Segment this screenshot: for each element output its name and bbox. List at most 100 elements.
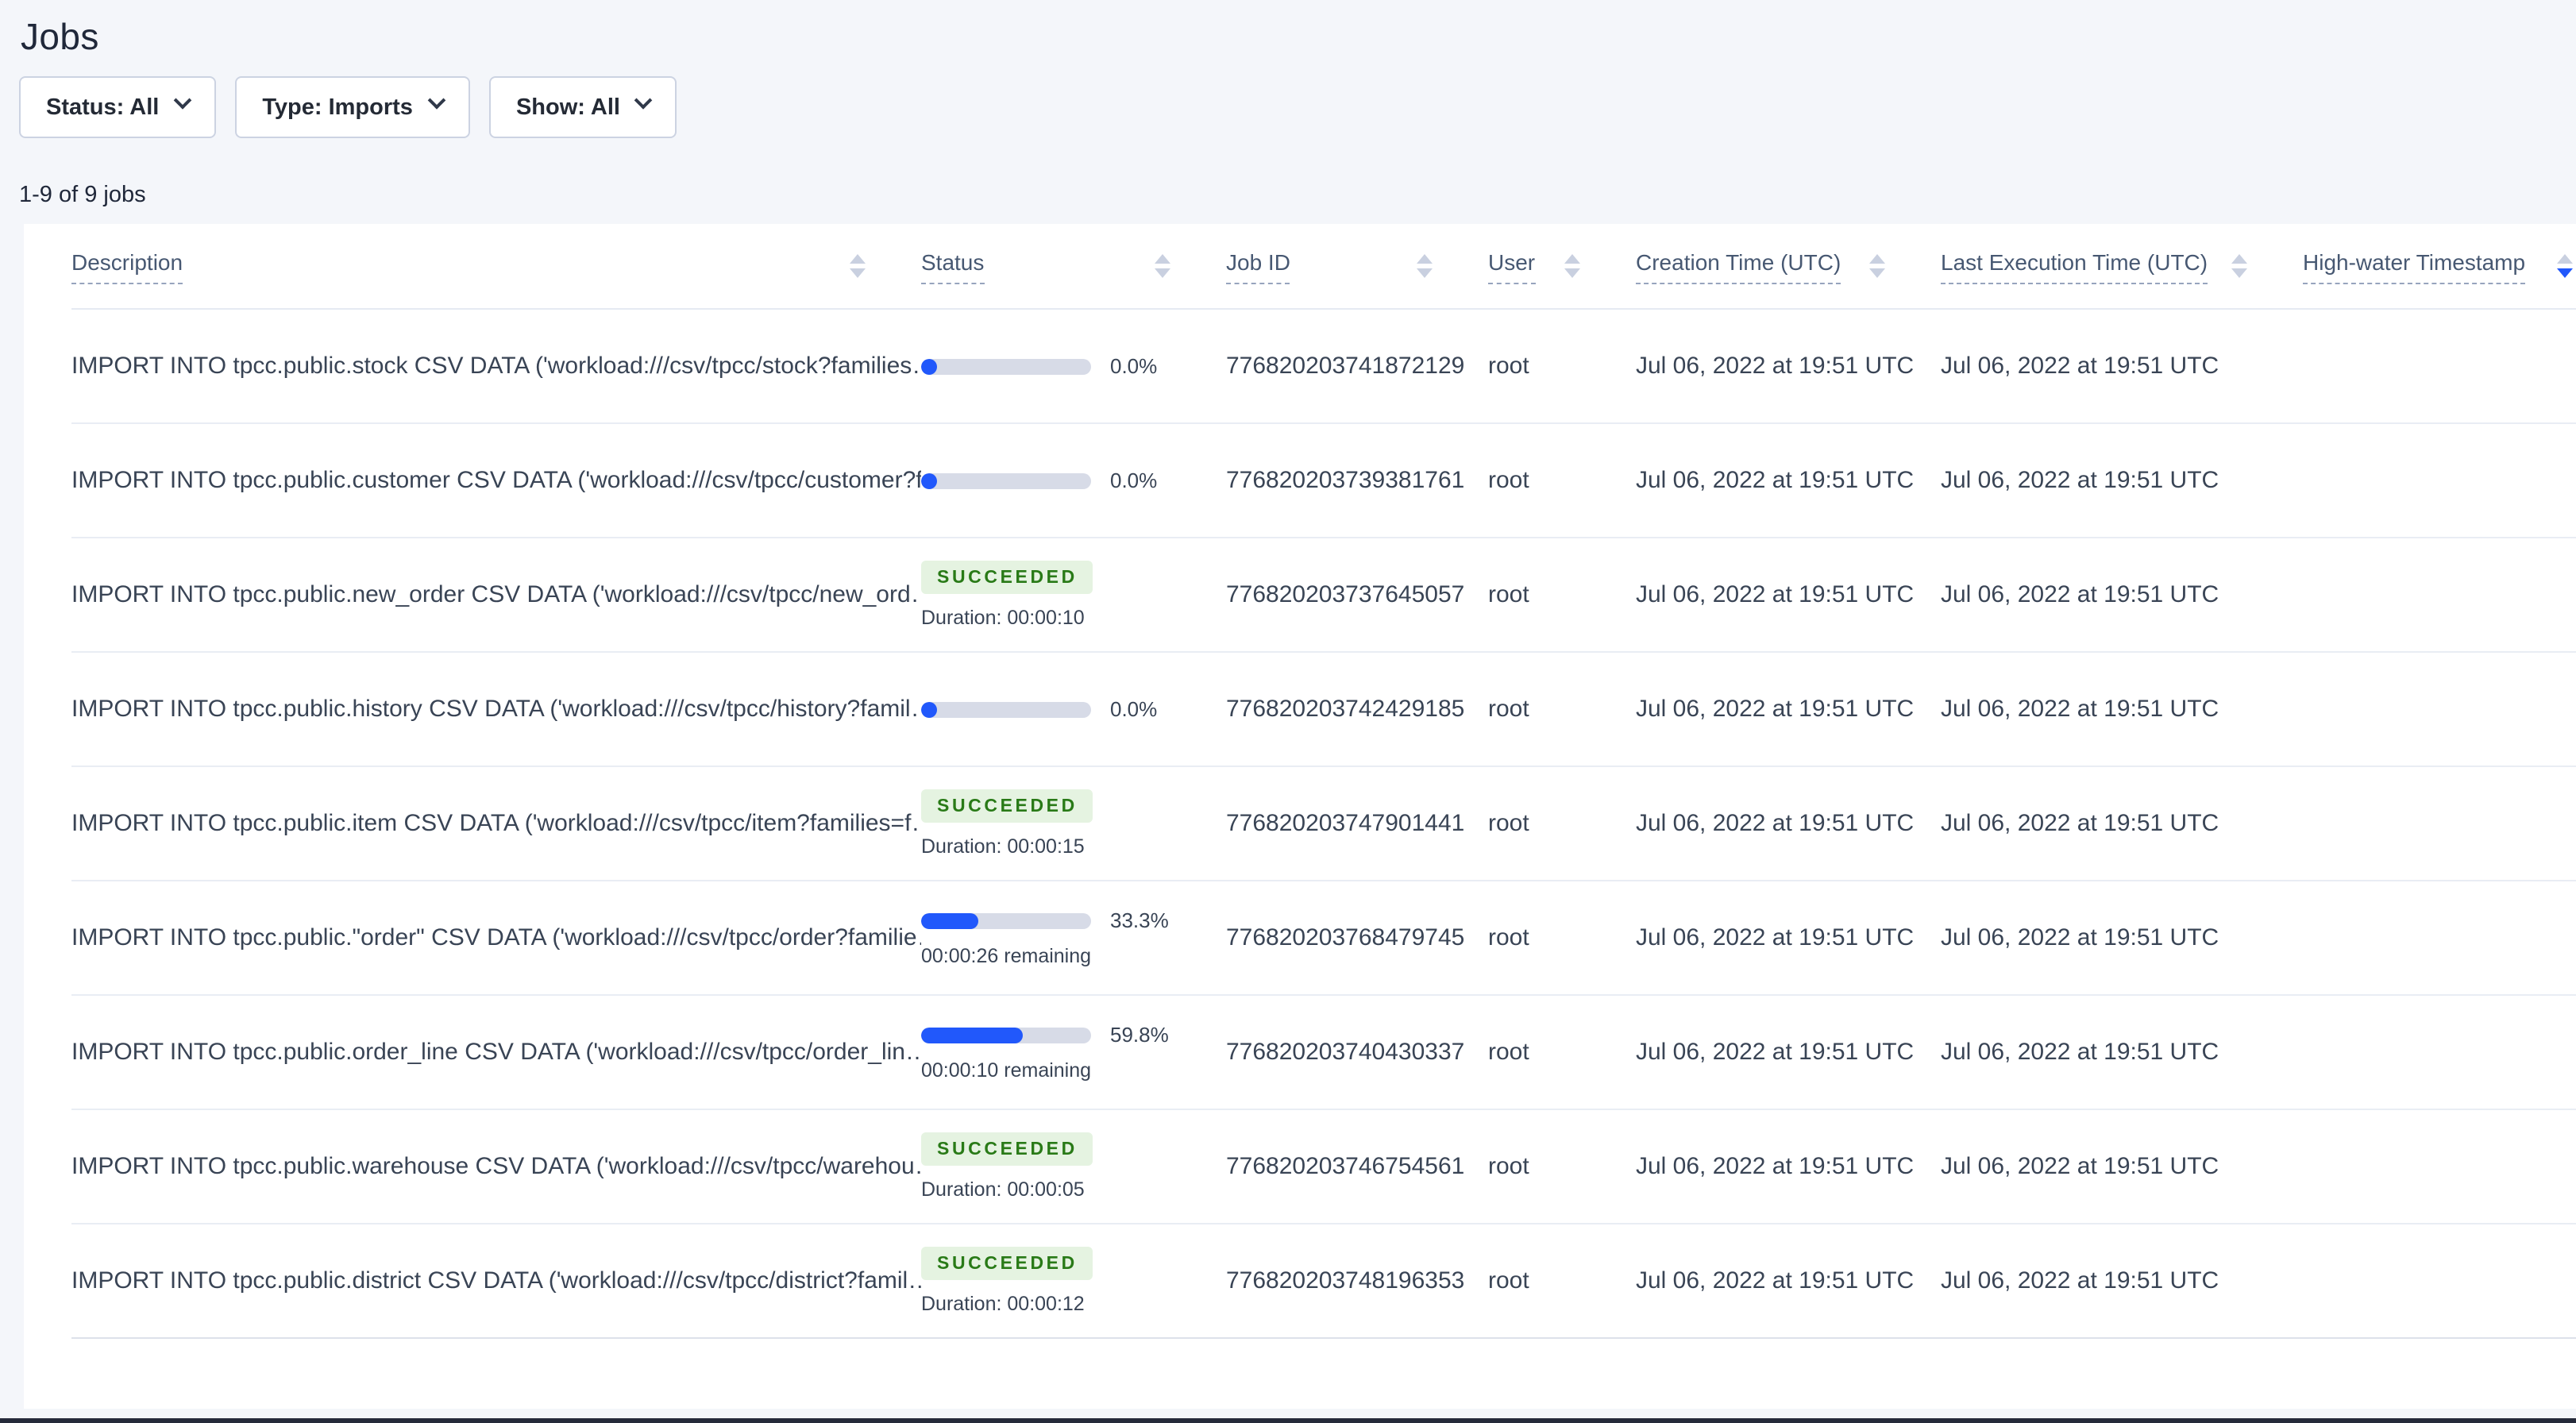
progress-percent: 33.3% — [1110, 908, 1169, 932]
job-description: IMPORT INTO tpcc.public.customer CSV DAT… — [71, 467, 921, 494]
job-id: 776820203741872129 — [1226, 353, 1465, 380]
table-header-row: Description Status Job ID User Creation … — [71, 224, 2576, 310]
job-id: 776820203740430337 — [1226, 1039, 1465, 1066]
job-user: root — [1488, 467, 1529, 494]
sort-icon — [1869, 254, 1885, 278]
sort-icon-active — [2557, 254, 2573, 278]
job-user: root — [1488, 581, 1529, 608]
progress-percent: 0.0% — [1110, 469, 1158, 492]
job-duration: Duration: 00:00:15 — [921, 835, 1085, 858]
column-header-description[interactable]: Description — [71, 249, 921, 283]
job-id: 776820203742429185 — [1226, 696, 1465, 723]
job-creation-time: Jul 06, 2022 at 19:51 UTC — [1636, 353, 1915, 380]
sort-icon — [1417, 254, 1433, 278]
job-status-cell: SUCCEEDED Duration: 00:00:12 — [921, 1247, 1226, 1315]
time-remaining: 00:00:26 remaining — [921, 945, 1092, 967]
job-user: root — [1488, 1267, 1529, 1294]
column-header-job-id[interactable]: Job ID — [1226, 249, 1488, 283]
jobs-count: 1-9 of 9 jobs — [19, 183, 146, 208]
job-id: 776820203739381761 — [1226, 467, 1465, 494]
table-row[interactable]: IMPORT INTO tpcc.public.item CSV DATA ('… — [71, 767, 2576, 881]
type-filter-dropdown[interactable]: Type: Imports — [235, 76, 470, 138]
sort-icon — [850, 254, 866, 278]
sort-icon — [2231, 254, 2247, 278]
page-title: Jobs — [21, 16, 99, 57]
job-user: root — [1488, 810, 1529, 837]
job-last-execution-time: Jul 06, 2022 at 19:51 UTC — [1941, 810, 2219, 837]
job-status-cell: SUCCEEDED Duration: 00:00:15 — [921, 789, 1226, 858]
column-header-last-execution-time[interactable]: Last Execution Time (UTC) — [1941, 249, 2303, 283]
job-duration: Duration: 00:00:05 — [921, 1178, 1085, 1201]
job-user: root — [1488, 1153, 1529, 1180]
job-status-cell: SUCCEEDED Duration: 00:00:10 — [921, 561, 1226, 629]
job-last-execution-time: Jul 06, 2022 at 19:51 UTC — [1941, 1039, 2219, 1066]
job-last-execution-time: Jul 06, 2022 at 19:51 UTC — [1941, 1153, 2219, 1180]
table-row[interactable]: IMPORT INTO tpcc.public.warehouse CSV DA… — [71, 1110, 2576, 1224]
table-row[interactable]: IMPORT INTO tpcc.public.new_order CSV DA… — [71, 538, 2576, 653]
table-row[interactable]: IMPORT INTO tpcc.public.order_line CSV D… — [71, 996, 2576, 1110]
chevron-down-icon — [634, 91, 654, 110]
progress-bar — [921, 1027, 1091, 1043]
job-id: 776820203748196353 — [1226, 1267, 1465, 1294]
progress-percent: 0.0% — [1110, 354, 1158, 378]
job-last-execution-time: Jul 06, 2022 at 19:51 UTC — [1941, 353, 2219, 380]
job-description: IMPORT INTO tpcc.public."order" CSV DATA… — [71, 924, 921, 951]
progress-percent: 59.8% — [1110, 1023, 1169, 1047]
column-header-creation-time[interactable]: Creation Time (UTC) — [1636, 249, 1941, 283]
column-header-status[interactable]: Status — [921, 249, 1226, 283]
job-creation-time: Jul 06, 2022 at 19:51 UTC — [1636, 924, 1915, 951]
status-badge: SUCCEEDED — [921, 1132, 1093, 1166]
status-filter-label: Status: All — [46, 94, 160, 120]
job-status-cell: 0.0% — [921, 697, 1226, 721]
sort-icon — [1155, 254, 1170, 278]
sort-icon — [1564, 254, 1580, 278]
chevron-down-icon — [427, 91, 446, 110]
progress-bar — [921, 912, 1091, 928]
job-last-execution-time: Jul 06, 2022 at 19:51 UTC — [1941, 581, 2219, 608]
job-creation-time: Jul 06, 2022 at 19:51 UTC — [1636, 1267, 1915, 1294]
table-row[interactable]: IMPORT INTO tpcc.public.stock CSV DATA (… — [71, 310, 2576, 424]
show-filter-dropdown[interactable]: Show: All — [488, 76, 677, 138]
status-badge: SUCCEEDED — [921, 561, 1093, 594]
table-row[interactable]: IMPORT INTO tpcc.public.district CSV DAT… — [71, 1224, 2576, 1339]
job-duration: Duration: 00:00:10 — [921, 607, 1085, 629]
job-creation-time: Jul 06, 2022 at 19:51 UTC — [1636, 581, 1915, 608]
job-creation-time: Jul 06, 2022 at 19:51 UTC — [1636, 696, 1915, 723]
status-badge: SUCCEEDED — [921, 789, 1093, 823]
table-row[interactable]: IMPORT INTO tpcc.public.history CSV DATA… — [71, 653, 2576, 767]
status-filter-dropdown[interactable]: Status: All — [19, 76, 217, 138]
progress-bar — [921, 358, 1091, 374]
progress-bar — [921, 701, 1091, 717]
job-creation-time: Jul 06, 2022 at 19:51 UTC — [1636, 1153, 1915, 1180]
job-id: 776820203768479745 — [1226, 924, 1465, 951]
job-description: IMPORT INTO tpcc.public.new_order CSV DA… — [71, 581, 921, 608]
chevron-down-icon — [174, 91, 192, 110]
show-filter-label: Show: All — [515, 94, 620, 120]
job-description: IMPORT INTO tpcc.public.history CSV DATA… — [71, 696, 921, 723]
job-id: 776820203746754561 — [1226, 1153, 1465, 1180]
job-last-execution-time: Jul 06, 2022 at 19:51 UTC — [1941, 467, 2219, 494]
job-creation-time: Jul 06, 2022 at 19:51 UTC — [1636, 1039, 1915, 1066]
bottom-divider — [0, 1418, 2576, 1423]
table-row[interactable]: IMPORT INTO tpcc.public.customer CSV DAT… — [71, 424, 2576, 538]
job-status-cell: 0.0% — [921, 354, 1226, 378]
column-header-user[interactable]: User — [1488, 249, 1636, 283]
job-id: 776820203737645057 — [1226, 581, 1465, 608]
column-header-high-water-timestamp[interactable]: High-water Timestamp — [2303, 249, 2576, 283]
job-description: IMPORT INTO tpcc.public.warehouse CSV DA… — [71, 1153, 921, 1180]
status-badge: SUCCEEDED — [921, 1247, 1093, 1280]
progress-bar — [921, 472, 1091, 488]
job-description: IMPORT INTO tpcc.public.stock CSV DATA (… — [71, 353, 921, 380]
job-status-cell: 33.3% 00:00:26 remaining — [921, 908, 1226, 967]
job-user: root — [1488, 1039, 1529, 1066]
job-status-cell: SUCCEEDED Duration: 00:00:05 — [921, 1132, 1226, 1201]
job-user: root — [1488, 696, 1529, 723]
time-remaining: 00:00:10 remaining — [921, 1059, 1092, 1082]
job-description: IMPORT INTO tpcc.public.item CSV DATA ('… — [71, 810, 921, 837]
job-last-execution-time: Jul 06, 2022 at 19:51 UTC — [1941, 924, 2219, 951]
job-status-cell: 0.0% — [921, 469, 1226, 492]
table-row[interactable]: IMPORT INTO tpcc.public."order" CSV DATA… — [71, 881, 2576, 996]
job-last-execution-time: Jul 06, 2022 at 19:51 UTC — [1941, 1267, 2219, 1294]
type-filter-label: Type: Imports — [262, 94, 413, 120]
